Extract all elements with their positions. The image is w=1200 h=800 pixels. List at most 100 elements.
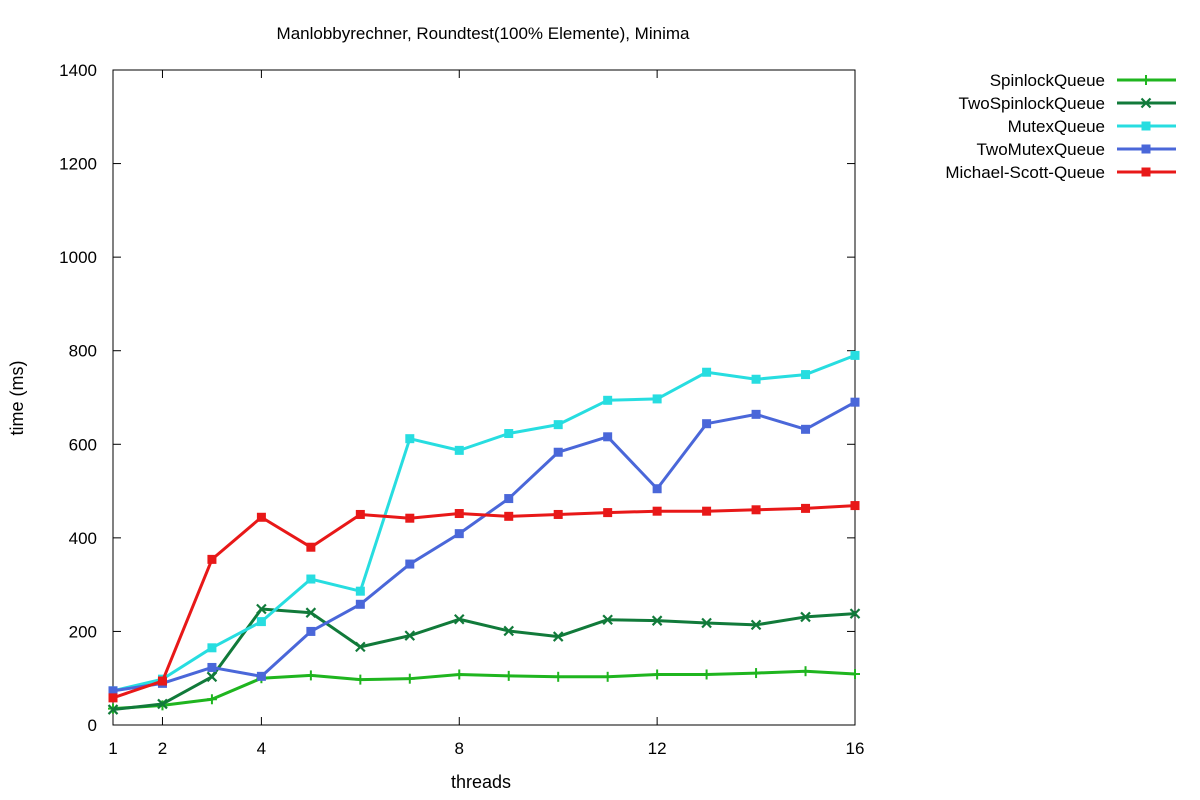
legend-item-twomutexqueue: TwoMutexQueue (976, 140, 1176, 159)
legend-item-mutexqueue: MutexQueue (1008, 117, 1176, 136)
legend-marker (1140, 97, 1152, 109)
data-point (207, 643, 217, 653)
data-point (849, 608, 861, 619)
data-point (702, 506, 712, 516)
series-line-twomutexqueue (112, 400, 856, 693)
data-point (355, 674, 366, 685)
data-point (404, 630, 416, 641)
x-tick-label: 4 (257, 739, 266, 758)
data-point (602, 671, 613, 682)
x-tick-label: 16 (846, 739, 865, 758)
data-point (603, 432, 613, 442)
data-point (850, 669, 860, 680)
x-tick-label: 1 (108, 739, 117, 758)
series-spinlockqueue (108, 666, 860, 714)
data-point (306, 574, 316, 584)
data-point (801, 370, 811, 380)
data-point (355, 599, 365, 609)
legend-label: TwoSpinlockQueue (959, 94, 1105, 113)
data-point (850, 501, 860, 511)
data-point (306, 542, 316, 552)
plot-frame (112, 69, 856, 726)
data-point (256, 617, 266, 627)
data-point (107, 704, 119, 715)
data-point (306, 626, 316, 636)
data-point (454, 669, 465, 680)
data-point (751, 374, 761, 384)
series-michael-scott-queue (108, 501, 860, 703)
data-point (454, 509, 464, 519)
legend-label: MutexQueue (1008, 117, 1105, 136)
data-point (108, 686, 118, 696)
data-point (256, 512, 266, 522)
data-point (207, 662, 217, 672)
data-point (454, 529, 464, 539)
data-point (751, 668, 762, 679)
series-line-twospinlockqueue (112, 607, 856, 712)
series-line-michael-scott-queue (112, 504, 856, 700)
data-point (355, 509, 365, 519)
data-point (305, 607, 317, 618)
data-point (701, 617, 712, 629)
legend-item-spinlockqueue: SpinlockQueue (990, 71, 1176, 90)
data-point (750, 619, 762, 631)
x-tick-label: 2 (158, 739, 167, 758)
data-point (553, 671, 564, 682)
x-tick-label: 8 (455, 739, 464, 758)
y-tick-label: 800 (69, 342, 97, 361)
series-line-spinlockqueue (112, 669, 856, 711)
series-line-mutexqueue (112, 353, 856, 693)
data-point (355, 586, 365, 596)
chart-title: Manlobbyrechner, Roundtest(100% Elemente… (277, 24, 690, 43)
y-tick-label: 1000 (59, 248, 97, 267)
data-point (552, 631, 564, 642)
y-tick-label: 1400 (59, 61, 97, 80)
data-point (850, 397, 860, 407)
data-point (800, 611, 811, 623)
data-point (454, 445, 464, 455)
y-tick-label: 0 (88, 716, 97, 735)
y-tick-label: 200 (69, 622, 97, 641)
data-point (702, 419, 712, 429)
series-mutexqueue (108, 350, 860, 696)
data-point (751, 505, 761, 515)
legend: SpinlockQueue TwoSpinlockQueue MutexQueue T… (945, 71, 1176, 182)
data-point (800, 666, 811, 677)
data-point (603, 395, 613, 405)
data-point (801, 503, 811, 513)
legend-label: SpinlockQueue (990, 71, 1105, 90)
data-point (652, 484, 662, 494)
data-point (702, 367, 712, 377)
data-point (652, 506, 662, 516)
legend-marker (1141, 167, 1151, 177)
data-point (355, 641, 366, 653)
data-point (603, 508, 613, 518)
x-tick-label: 12 (648, 739, 667, 758)
data-point (652, 669, 663, 680)
data-point (504, 511, 514, 521)
data-point (256, 603, 267, 615)
data-point (404, 673, 415, 684)
data-point (602, 614, 613, 626)
x-axis: 1 2 4 8 12 16 (108, 70, 864, 758)
data-point (453, 613, 465, 625)
data-point (503, 670, 514, 681)
data-point (405, 513, 415, 523)
data-point (405, 434, 415, 444)
legend-item-twospinlockqueue: TwoSpinlockQueue (959, 94, 1176, 113)
data-point (305, 670, 316, 681)
legend-marker (1141, 121, 1151, 131)
y-axis-label: time (ms) (7, 361, 27, 436)
data-point (504, 429, 514, 439)
data-point (256, 671, 266, 681)
data-point (553, 509, 563, 519)
y-tick-label: 600 (69, 435, 97, 454)
data-point (157, 698, 168, 710)
data-point (206, 694, 217, 705)
x-axis-label: threads (451, 772, 511, 792)
legend-label: TwoMutexQueue (976, 140, 1105, 159)
legend-marker (1141, 75, 1151, 85)
data-point (701, 669, 712, 680)
data-point (157, 676, 167, 686)
